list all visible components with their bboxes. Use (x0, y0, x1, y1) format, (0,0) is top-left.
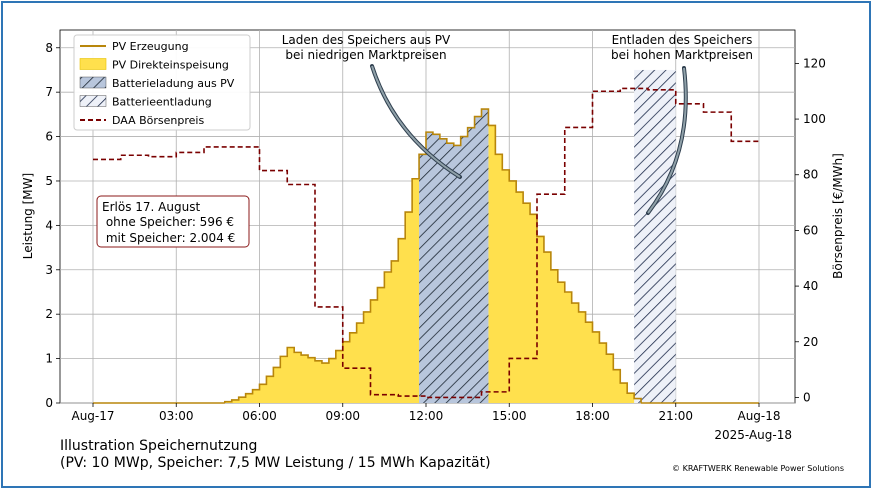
legend-label: Batterieentladung (112, 96, 212, 109)
footer-title-line1: Illustration Speichernutzung (60, 438, 258, 454)
pv-generation-line (224, 108, 642, 403)
legend: PV Erzeugung PV Direkteinspeisung Batterie… (73, 34, 251, 131)
legend-label: PV Direkteinspeisung (112, 59, 229, 72)
legend-box (73, 34, 251, 131)
x-tick-label: 12:00 (409, 409, 444, 423)
axes: Aug-17 03:00 06:00 09:00 12:00 15:00 18:00 21:0… (45, 41, 826, 423)
y-left-tick-label: 5 (45, 174, 53, 188)
x-tick-label: 09:00 (325, 409, 360, 423)
y-axis-right-label: Börsenpreis [€/MWh] (831, 153, 845, 279)
info-box-line3: mit Speicher: 2.004 € (102, 231, 235, 245)
footer-title-line2: (PV: 10 MWp, Speicher: 7,5 MW Leistung /… (60, 455, 491, 471)
legend-label: PV Erzeugung (112, 40, 189, 53)
annotation-text: Laden des Speichers aus PV (282, 33, 451, 47)
legend-swatch-hatch (79, 95, 107, 107)
info-box-line1: Erlös 17. August (102, 200, 200, 214)
y-right-tick-label: 100 (803, 112, 826, 126)
y-right-tick-label: 0 (803, 390, 811, 404)
y-left-tick-label: 4 (45, 218, 53, 232)
annotation-text: bei hohen Marktpreisen (611, 48, 753, 62)
x-tick-label: 15:00 (492, 409, 527, 423)
pv-direct-feed-area (224, 125, 642, 403)
y-left-tick-label: 0 (45, 396, 53, 410)
x-tick-label: 03:00 (159, 409, 194, 423)
annotation-arrow-discharge (647, 67, 687, 214)
x-tick-label: Aug-17 (71, 409, 114, 423)
y-right-tick-label: 80 (803, 168, 818, 182)
legend-label: DAA Börsenpreis (112, 114, 204, 127)
y-axis-left-label: Leistung [MW] (21, 173, 35, 259)
x-tick-label: Aug-18 (737, 409, 780, 423)
x-tick-label: 06:00 (242, 409, 277, 423)
y-left-tick-label: 3 (45, 263, 53, 277)
battery-discharge-area (634, 69, 676, 403)
y-right-tick-label: 40 (803, 279, 818, 293)
data-areas (224, 69, 676, 404)
data-lines (93, 87, 759, 404)
legend-label: Batterieladung aus PV (112, 77, 235, 90)
y-right-tick-label: 60 (803, 223, 818, 237)
annotation-text: Entladen des Speichers (612, 33, 753, 47)
y-left-tick-label: 2 (45, 307, 53, 321)
y-left-tick-label: 1 (45, 352, 53, 366)
y-left-tick-label: 8 (45, 41, 53, 55)
y-right-tick-label: 20 (803, 335, 818, 349)
y-right-tick-label: 120 (803, 56, 826, 70)
info-box-line2: ohne Speicher: 596 € (102, 215, 234, 229)
annotation-text: bei niedrigen Marktpreisen (285, 48, 446, 62)
price-line (93, 87, 759, 399)
y-left-tick-label: 7 (45, 85, 53, 99)
x-tick-label: 18:00 (575, 409, 610, 423)
x-tick-label: 21:00 (658, 409, 693, 423)
legend-swatch-hatch (79, 76, 107, 89)
battery-charge-area (419, 109, 489, 404)
x-axis-offset-label: 2025-Aug-18 (714, 428, 792, 442)
y-left-tick-label: 6 (45, 130, 53, 144)
info-box: Erlös 17. August ohne Speicher: 596 € mi… (96, 195, 250, 248)
legend-swatch-fill (79, 58, 107, 70)
annotation-arrow-charge (371, 65, 461, 178)
copyright-text: © KRAFTWERK Renewable Power Solutions (672, 464, 844, 473)
